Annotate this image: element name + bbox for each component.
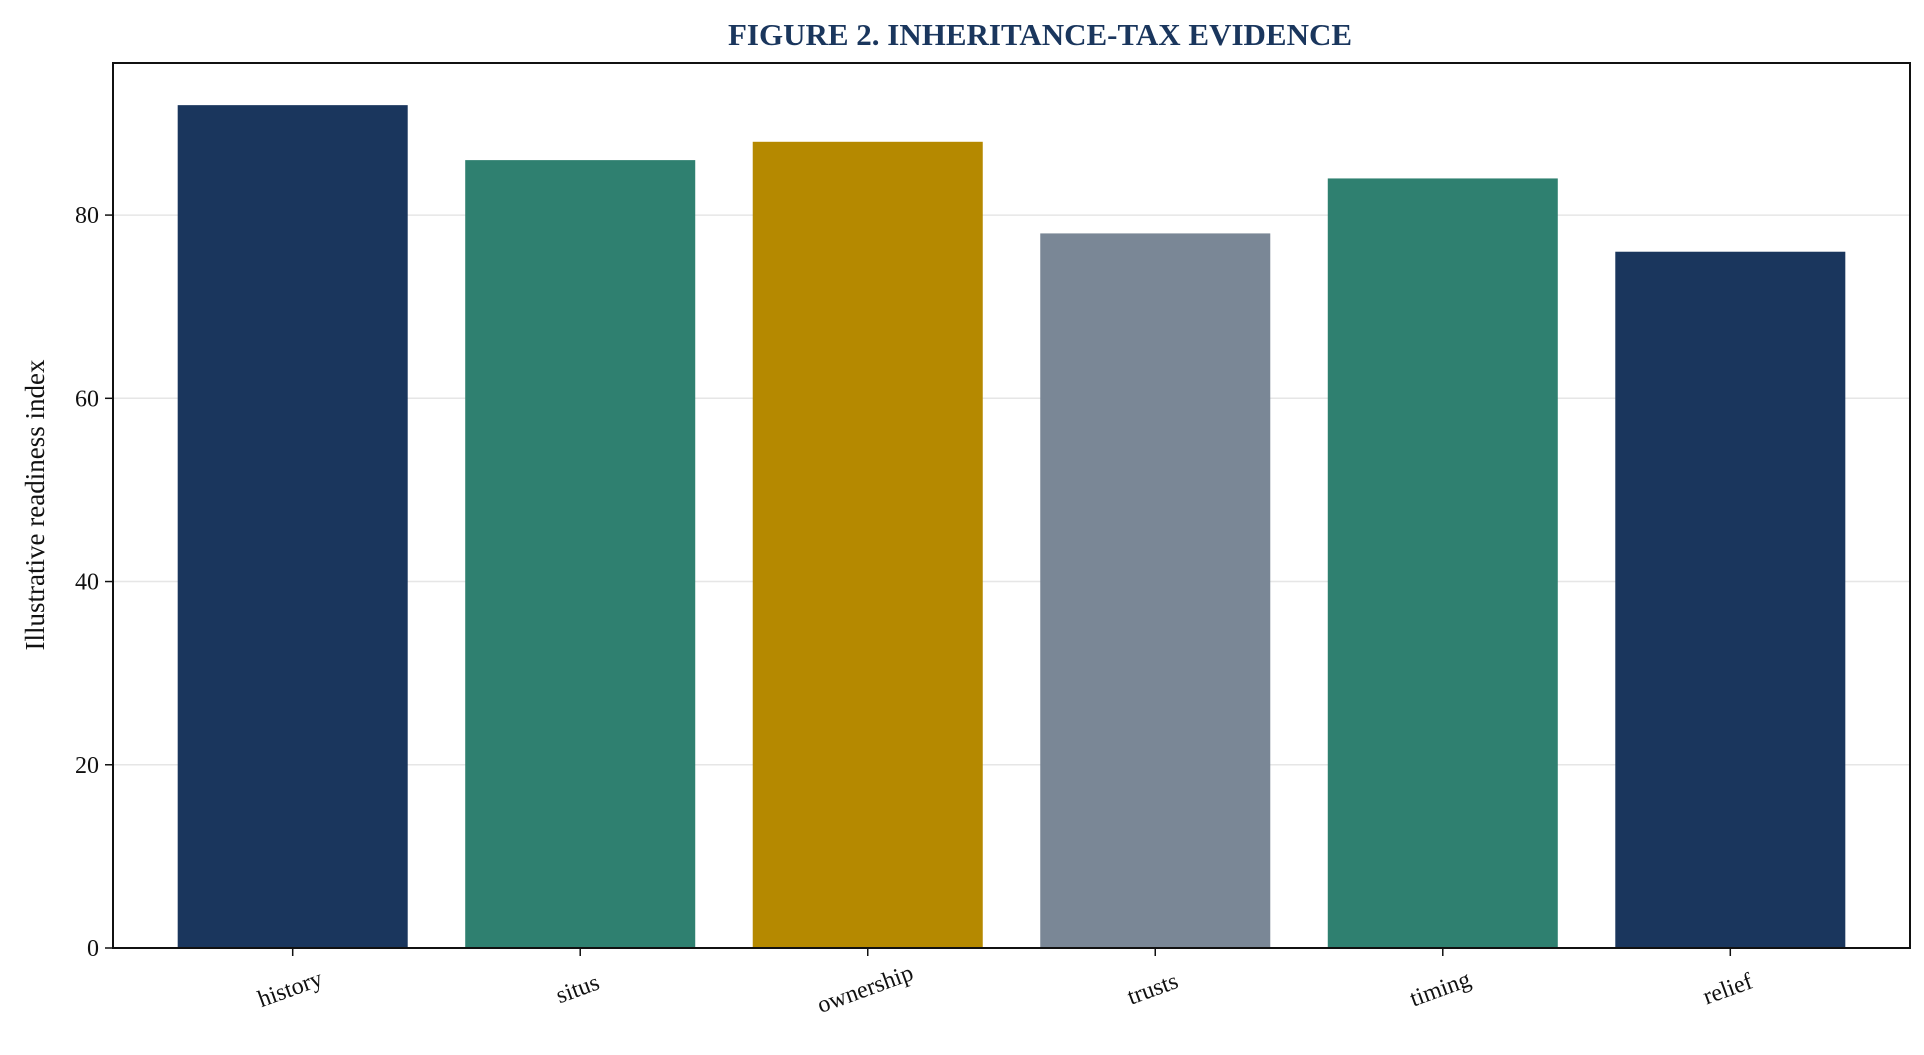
x-tick-label: ownership xyxy=(814,960,917,1019)
y-tick-label: 60 xyxy=(75,386,99,412)
x-tick-label: timing xyxy=(1406,966,1474,1012)
y-axis-label: Illustrative readiness index xyxy=(20,359,50,650)
chart-title: FIGURE 2. INHERITANCE-TAX EVIDENCE xyxy=(728,17,1352,52)
plot-frame xyxy=(112,62,1911,949)
y-axis-ticks: 0 20 40 60 80 xyxy=(75,203,113,962)
bar-ownership xyxy=(752,141,983,948)
x-tick-label: relief xyxy=(1700,969,1756,1011)
bar-trusts xyxy=(1040,233,1271,948)
y-tick-label: 80 xyxy=(75,203,99,229)
x-tick-label: situs xyxy=(553,970,603,1009)
bar-situs xyxy=(465,160,696,948)
y-tick-label: 40 xyxy=(75,570,99,596)
y-tick-label: 0 xyxy=(87,936,99,962)
x-tick-label: history xyxy=(255,966,327,1013)
y-tick-label: 20 xyxy=(75,753,99,779)
bar-history xyxy=(177,105,408,948)
x-tick-label: trusts xyxy=(1124,968,1182,1010)
bar-timing xyxy=(1327,178,1558,948)
bars xyxy=(177,105,1846,949)
bar-relief xyxy=(1615,251,1846,949)
x-axis-ticks: history situs ownership trusts timing relief xyxy=(255,948,1756,1019)
gridlines xyxy=(113,214,1910,766)
